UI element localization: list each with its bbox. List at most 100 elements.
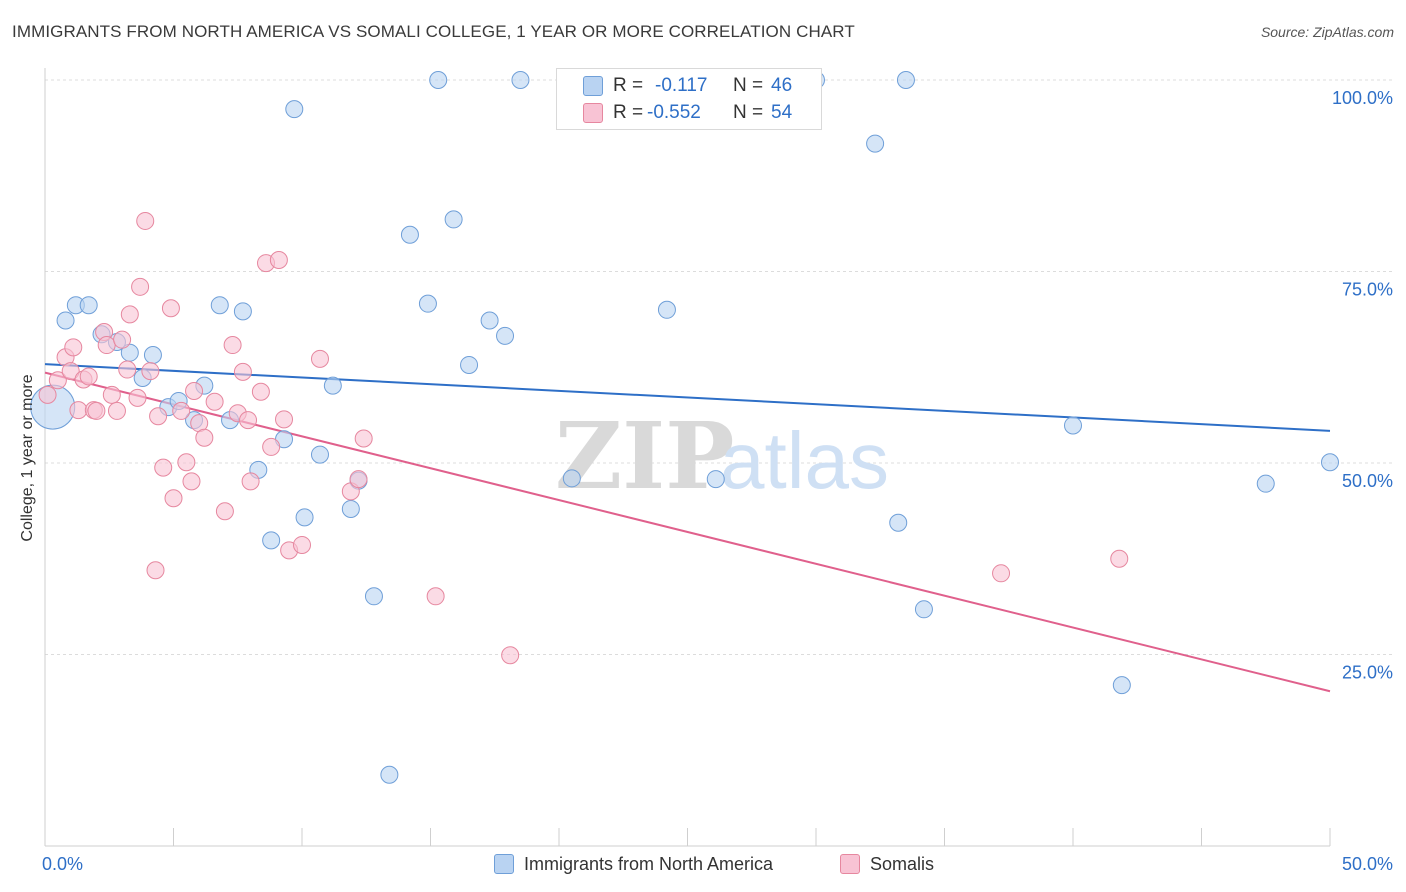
r-value: -0.552 — [647, 102, 701, 123]
blue-point — [1112, 676, 1131, 695]
r-label: R = — [613, 75, 644, 96]
blue-point — [1064, 416, 1082, 435]
pink-point — [293, 535, 311, 554]
x-tick-label: 50.0% — [1342, 854, 1393, 874]
y-tick-label: 50.0% — [1342, 471, 1393, 491]
pink-point — [223, 336, 242, 355]
blue-point — [310, 445, 329, 464]
pink-point — [1110, 549, 1129, 568]
pink-point — [310, 349, 329, 368]
blue-point — [323, 376, 342, 395]
y-tick-label: 100.0% — [1332, 88, 1393, 108]
series-legend-item-pink: Somalis — [840, 852, 934, 876]
blue-point — [429, 71, 448, 89]
pink-point — [275, 410, 294, 429]
legend-row-blue: R = -0.117 N = 46 — [557, 74, 821, 98]
pink-point — [131, 277, 150, 296]
blue-point — [562, 469, 581, 488]
pink-point — [241, 472, 260, 491]
watermark-zip: ZIP — [555, 402, 734, 510]
pink-point — [102, 385, 121, 404]
blue-point — [143, 345, 162, 364]
pink-point — [128, 388, 147, 407]
pink-swatch — [840, 854, 860, 874]
pink-point — [48, 371, 67, 390]
blue-point — [285, 100, 304, 119]
blue-point — [364, 587, 383, 606]
blue-swatch — [494, 854, 514, 874]
blue-point — [341, 499, 360, 518]
pink-point — [182, 472, 201, 491]
r-value: -0.117 — [655, 75, 708, 96]
correlation-legend: R = -0.117 N = 46 R = -0.552 N = 54 — [556, 68, 822, 130]
pink-point — [64, 338, 83, 357]
n-value: 46 — [771, 75, 793, 96]
blue-point — [210, 296, 229, 315]
pink-point — [262, 437, 281, 456]
pink-point — [161, 299, 180, 318]
pink-point — [87, 401, 106, 420]
pink-point — [185, 381, 204, 400]
blue-point — [866, 134, 885, 153]
pink-point — [120, 305, 139, 324]
blue-point — [657, 300, 676, 319]
pink-point — [251, 382, 270, 401]
pink-point — [107, 401, 126, 420]
chart-source: Source: ZipAtlas.com — [1260, 24, 1394, 40]
pink-point — [136, 211, 155, 230]
pink-point — [354, 429, 373, 448]
pink-point — [195, 428, 214, 447]
pink-point — [205, 392, 224, 411]
blue-point — [444, 210, 463, 229]
n-value: 54 — [771, 102, 793, 123]
blue-point — [380, 765, 399, 784]
series-name: Immigrants from North America — [524, 853, 774, 874]
pink-point — [154, 458, 173, 477]
pink-point — [38, 385, 57, 404]
tick-labels: 25.0% 50.0% 75.0% 100.0% 0.0% 50.0% — [42, 88, 1393, 874]
blue-point — [233, 302, 252, 321]
pink-point — [79, 367, 98, 386]
series-legend-item-blue: Immigrants from North America — [494, 852, 773, 876]
blue-point — [460, 355, 479, 374]
pink-point — [177, 453, 196, 472]
pink-point — [118, 360, 137, 379]
blue-point — [706, 470, 725, 489]
pink-point — [172, 401, 191, 420]
pink-point — [146, 561, 165, 580]
x-tick-label: 0.0% — [42, 854, 83, 874]
blue-point — [295, 508, 314, 527]
pink-point — [215, 502, 234, 521]
series-name: Somalis — [870, 853, 935, 874]
pink-point — [269, 251, 288, 270]
trend-layer — [44, 363, 1331, 693]
pink-point — [501, 646, 520, 665]
blue-trend-line — [44, 363, 1331, 432]
pink-point — [149, 407, 168, 426]
blue-point — [896, 71, 915, 89]
pink-point — [69, 401, 88, 420]
pink-trend-line — [44, 371, 1331, 693]
y-tick-label: 75.0% — [1342, 280, 1393, 300]
pink-swatch — [583, 103, 603, 123]
pink-point — [61, 362, 80, 381]
blue-point — [889, 513, 908, 532]
blue-point — [511, 71, 530, 89]
n-label: N = — [733, 75, 764, 96]
y-tick-label: 25.0% — [1342, 663, 1393, 683]
blue-point — [480, 311, 499, 330]
watermark: ZIP atlas — [555, 402, 889, 510]
pink-point — [239, 411, 258, 430]
pink-point — [141, 362, 160, 381]
blue-point — [400, 225, 419, 244]
pink-point — [349, 470, 368, 489]
blue-swatch — [583, 76, 603, 96]
pink-point — [233, 362, 252, 381]
blue-point — [56, 311, 75, 330]
legend-row-pink: R = -0.552 N = 54 — [557, 101, 821, 125]
pink-point — [992, 564, 1011, 583]
blue-point — [79, 296, 98, 315]
axes-layer — [44, 68, 1331, 847]
chart-title: IMMIGRANTS FROM NORTH AMERICA VS SOMALI … — [12, 22, 855, 41]
